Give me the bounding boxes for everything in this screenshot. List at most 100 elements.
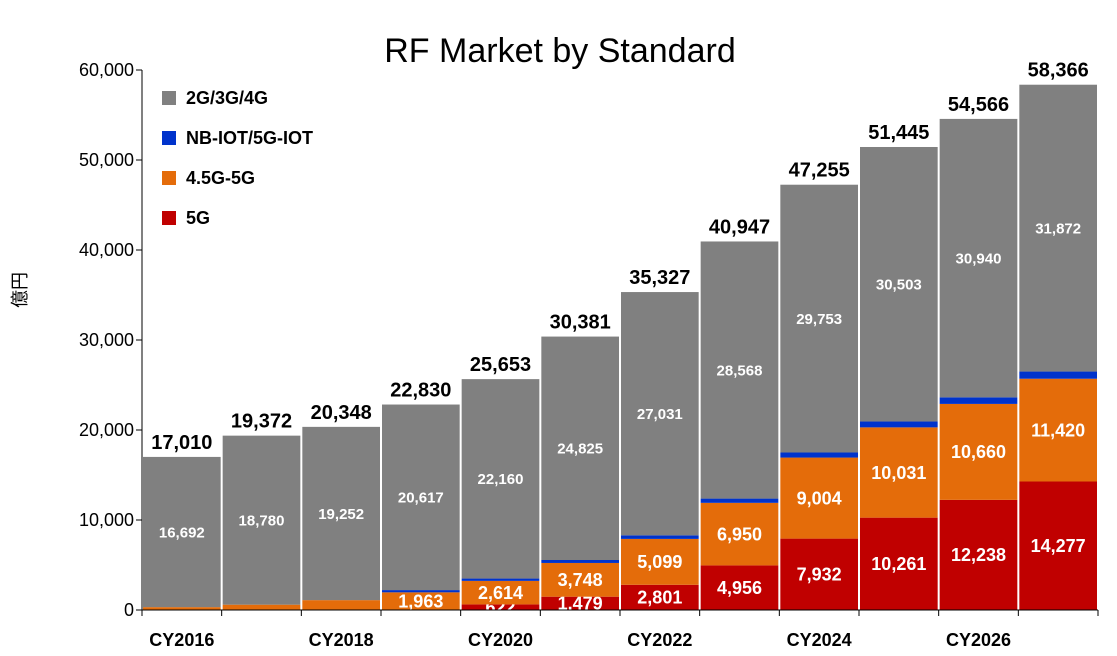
bar-total-label: 22,830 xyxy=(390,380,451,402)
bar-segment xyxy=(143,607,221,610)
bar-segment xyxy=(939,118,1018,398)
bar-value-label: 20,617 xyxy=(398,490,444,507)
y-tick-label: 20,000 xyxy=(79,420,134,440)
bar-value-label: 29,753 xyxy=(796,311,842,328)
y-axis: 0 10,000 20,000 30,000 40,000 50,000 60,000 xyxy=(79,60,143,620)
bar-total-label: 47,255 xyxy=(789,160,850,182)
bar-segment xyxy=(1019,481,1097,610)
bar-segment xyxy=(382,592,460,610)
bar-segment xyxy=(700,502,779,566)
bar-stack: 12,238 10,660 30,940 54,566 xyxy=(939,94,1018,610)
y-tick-label: 30,000 xyxy=(79,330,134,350)
bar-total-label: 25,653 xyxy=(470,354,531,376)
bar-segment xyxy=(541,596,619,610)
bar-value-label: 7,932 xyxy=(797,565,842,585)
bar-value-label: 10,660 xyxy=(951,442,1006,462)
bar-segment xyxy=(621,292,699,536)
bar-total-label: 58,366 xyxy=(1028,60,1089,82)
bar-value-label: 12,238 xyxy=(951,545,1006,565)
bar-value-label: 10,031 xyxy=(871,463,926,483)
bar-value-label: 2,801 xyxy=(637,588,682,608)
bar-segment xyxy=(780,457,858,539)
bar-segment xyxy=(939,397,1018,404)
bar-value-label: 11,420 xyxy=(1031,420,1085,440)
bar-value-label: 31,872 xyxy=(1035,220,1081,237)
bar-segment xyxy=(860,517,938,610)
bar-value-label: 4,956 xyxy=(717,578,762,598)
bar-total-label: 35,327 xyxy=(629,267,690,289)
bar-value-label: 30,940 xyxy=(956,250,1002,267)
bar-segment xyxy=(621,535,699,539)
bar-segment xyxy=(302,426,380,601)
bar-total-label: 54,566 xyxy=(948,94,1009,116)
legend-swatch xyxy=(162,91,176,105)
chart-title: RF Market by Standard xyxy=(384,32,735,70)
bar-value-label: 14,277 xyxy=(1031,536,1086,556)
legend: 2G/3G/4G NB-IOT/5G-IOT 4.5G-5G 5G xyxy=(162,88,313,228)
bar-segment xyxy=(222,435,301,605)
x-tick-label: CY2016 xyxy=(149,630,214,650)
bar-stack: 1,963 20,617 22,830 xyxy=(382,380,460,611)
bar-segment xyxy=(541,336,619,560)
bar-value-label: 27,031 xyxy=(637,406,683,423)
bar-stack: 10,261 10,031 30,503 51,445 xyxy=(860,122,938,610)
bar-segment xyxy=(1019,378,1097,482)
bar-stack: 18,780 19,372 xyxy=(222,411,301,610)
bar-segment xyxy=(939,499,1018,610)
bar-total-label: 40,947 xyxy=(709,216,770,238)
x-axis: CY2016 CY2018 CY2020 CY2022 CY2024 CY2026 xyxy=(141,609,1099,650)
bar-segment xyxy=(382,590,460,593)
x-tick-label: CY2018 xyxy=(309,630,374,650)
bar-value-label: 28,568 xyxy=(717,362,763,379)
legend-label: 2G/3G/4G xyxy=(186,88,268,108)
legend-label: NB-IOT/5G-IOT xyxy=(186,128,313,148)
legend-label: 4.5G-5G xyxy=(186,168,255,188)
bar-segment xyxy=(143,456,221,608)
bar-segment xyxy=(860,421,938,428)
bar-value-label: 1,963 xyxy=(398,591,443,611)
bar-stack: 1,479 3,748 24,825 30,381 xyxy=(541,312,619,614)
bar-value-label: 16,692 xyxy=(159,524,205,541)
bar-segment xyxy=(461,604,540,610)
bar-stack: 14,277 11,420 31,872 58,366 xyxy=(1019,60,1097,610)
bar-value-label: 2,614 xyxy=(478,583,523,603)
bar-value-label: 6,950 xyxy=(717,524,762,544)
x-tick-label: CY2026 xyxy=(946,630,1011,650)
y-tick-label: 10,000 xyxy=(79,510,134,530)
bar-value-label: 22,160 xyxy=(478,471,524,488)
bar-segment xyxy=(1019,371,1097,379)
bar-segment xyxy=(860,427,938,518)
bar-total-label: 30,381 xyxy=(550,312,611,334)
bar-segment xyxy=(780,538,858,610)
bar-value-label: 30,503 xyxy=(876,277,922,294)
bar-segment xyxy=(700,565,779,610)
y-tick-label: 0 xyxy=(124,600,134,620)
bar-segment xyxy=(382,404,460,591)
bar-segment xyxy=(939,403,1018,500)
bar-value-label: 1,479 xyxy=(558,594,603,614)
bar-segment xyxy=(302,600,380,610)
legend-swatch xyxy=(162,171,176,185)
bar-value-label: 18,780 xyxy=(239,512,285,529)
bar-value-label: 3,748 xyxy=(558,570,603,590)
x-tick-label: CY2020 xyxy=(468,630,533,650)
bar-total-label: 19,372 xyxy=(231,411,292,433)
bar-segment xyxy=(780,452,858,458)
bar-stack: 7,932 9,004 29,753 47,255 xyxy=(780,160,858,610)
bar-segment xyxy=(621,538,699,585)
bar-segment xyxy=(1019,84,1097,372)
y-tick-label: 50,000 xyxy=(79,150,134,170)
bar-segment xyxy=(860,146,938,422)
y-axis-label: 億円 xyxy=(10,272,30,308)
bar-stack: 19,252 20,348 xyxy=(302,402,380,610)
bar-value-label: 10,261 xyxy=(871,554,926,574)
bar-stack: 16,692 17,010 xyxy=(143,432,221,610)
bar-segment xyxy=(541,562,619,597)
x-tick-label: CY2022 xyxy=(627,630,692,650)
legend-swatch xyxy=(162,131,176,145)
legend-label: 5G xyxy=(186,208,210,228)
bar-segment xyxy=(621,584,699,610)
bar-value-label: 5,099 xyxy=(637,552,682,572)
